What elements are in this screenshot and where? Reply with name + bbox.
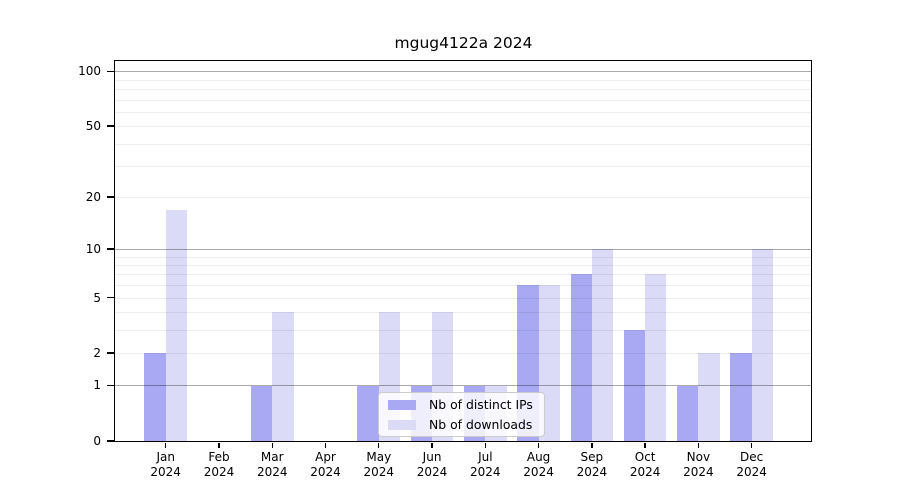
- bar-distinct-ips: [570, 274, 592, 441]
- y-axis-tick-label: 100: [78, 64, 101, 79]
- bar-downloads: [698, 353, 720, 441]
- x-axis-tick-label: Dec 2024: [736, 450, 767, 479]
- legend-swatch-downloads: [388, 419, 416, 430]
- legend: Nb of distinct IPs Nb of downloads: [378, 392, 545, 437]
- gridline-major: [115, 71, 811, 73]
- bar-downloads: [591, 248, 614, 441]
- y-axis-tick-label: 5: [93, 290, 101, 305]
- x-tick-mark: [271, 442, 273, 448]
- bar-distinct-ips: [144, 353, 166, 441]
- x-axis-tick-label: Apr 2024: [310, 450, 341, 479]
- bar-distinct-ips: [677, 385, 699, 441]
- legend-row: Nb of distinct IPs: [388, 396, 544, 414]
- y-axis-tick-label: 10: [85, 241, 101, 256]
- x-axis-tick-label: Jan 2024: [150, 450, 181, 479]
- x-tick-mark: [218, 442, 220, 448]
- legend-swatch-distinct-ips: [388, 399, 416, 410]
- legend-row: Nb of downloads: [388, 416, 544, 434]
- y-tick-mark: [107, 352, 115, 354]
- x-tick-mark: [644, 442, 646, 448]
- x-tick-mark: [750, 442, 753, 448]
- bar-downloads: [165, 209, 187, 441]
- gridline-minor: [115, 143, 811, 145]
- y-tick-mark: [107, 384, 115, 387]
- gridline-minor: [115, 265, 811, 267]
- gridline-minor: [115, 99, 811, 101]
- bar-downloads: [751, 248, 773, 441]
- y-tick-mark: [107, 70, 115, 73]
- x-axis-tick-label: May 2024: [363, 450, 395, 479]
- y-axis-tick-label: 2: [93, 346, 101, 361]
- x-tick-mark: [378, 442, 380, 448]
- gridline-major: [115, 385, 811, 387]
- x-axis-tick-label: Aug 2024: [523, 450, 554, 479]
- x-axis-tick-label: Mar 2024: [256, 450, 288, 479]
- x-tick-mark: [537, 442, 540, 448]
- y-tick-mark: [107, 196, 115, 198]
- y-tick-mark: [107, 440, 115, 442]
- gridline-minor: [115, 197, 811, 199]
- gridline-minor: [115, 111, 811, 113]
- bar-downloads: [645, 274, 667, 441]
- x-tick-mark: [324, 442, 327, 448]
- gridline-minor: [115, 285, 811, 287]
- bar-downloads: [272, 312, 294, 441]
- bar-distinct-ips: [623, 329, 646, 441]
- gridline-major: [115, 248, 811, 250]
- gridline-minor: [115, 165, 811, 167]
- gridline-minor: [115, 79, 811, 81]
- x-axis-tick-label: Jul 2024: [470, 450, 501, 479]
- gridline-minor: [115, 353, 811, 355]
- x-axis-tick-label: Nov 2024: [683, 450, 714, 479]
- gridline-minor: [115, 126, 811, 128]
- x-tick-mark: [591, 442, 593, 448]
- chart-title: mgug4122a 2024: [394, 34, 533, 52]
- y-axis-tick-label: 20: [85, 190, 101, 205]
- gridline-minor: [115, 274, 811, 276]
- y-axis-tick-label: 0: [93, 434, 101, 448]
- y-axis-tick-label: 1: [93, 378, 101, 393]
- y-tick-mark: [107, 125, 115, 127]
- gridline-minor: [115, 297, 811, 299]
- y-tick-mark: [107, 248, 115, 250]
- x-tick-mark: [697, 442, 700, 448]
- x-tick-mark: [484, 442, 486, 448]
- legend-label: Nb of distinct IPs: [429, 397, 533, 412]
- x-axis-tick-label: Oct 2024: [629, 450, 661, 479]
- bar-distinct-ips: [250, 385, 273, 441]
- legend-label: Nb of downloads: [429, 417, 533, 432]
- bar-distinct-ips: [357, 385, 379, 441]
- x-axis-tick-label: Jun 2024: [416, 450, 448, 479]
- gridline-minor: [115, 312, 811, 314]
- gridline-minor: [115, 89, 811, 91]
- y-tick-mark: [107, 296, 115, 299]
- x-axis-tick-label: Feb 2024: [203, 450, 235, 479]
- x-tick-mark: [431, 442, 433, 448]
- gridline-minor: [115, 256, 811, 258]
- gridline-minor: [115, 329, 811, 331]
- y-axis-tick-label: 50: [85, 119, 101, 134]
- plot-area: Jan 2024 Feb 2024 Mar 2024 Apr 2024 May 2024…: [78, 60, 812, 479]
- x-axis-tick-label: Sep 2024: [576, 450, 608, 479]
- bar-distinct-ips: [730, 353, 752, 441]
- x-tick-mark: [165, 442, 167, 448]
